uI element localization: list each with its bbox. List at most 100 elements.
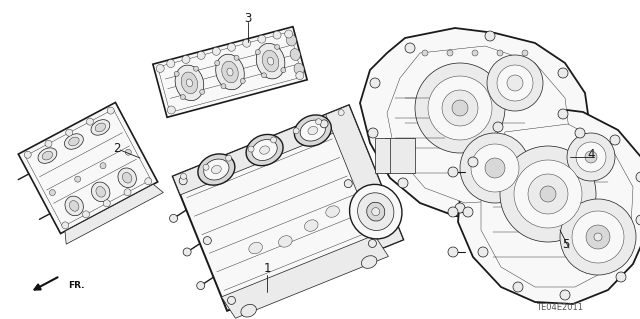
Circle shape: [240, 78, 245, 84]
Circle shape: [472, 50, 478, 56]
Circle shape: [285, 30, 292, 38]
Circle shape: [100, 163, 106, 169]
Ellipse shape: [362, 256, 377, 268]
Ellipse shape: [216, 54, 244, 90]
Circle shape: [196, 282, 205, 290]
Circle shape: [422, 50, 428, 56]
Circle shape: [497, 65, 533, 101]
Circle shape: [145, 178, 152, 185]
Circle shape: [258, 35, 266, 43]
Polygon shape: [458, 107, 640, 304]
Circle shape: [468, 157, 478, 167]
Circle shape: [320, 120, 328, 128]
Ellipse shape: [252, 140, 277, 160]
Circle shape: [368, 128, 378, 138]
Polygon shape: [375, 138, 390, 173]
Circle shape: [273, 31, 281, 39]
Ellipse shape: [246, 134, 283, 166]
Circle shape: [227, 296, 236, 304]
Circle shape: [203, 164, 209, 170]
Ellipse shape: [372, 208, 380, 216]
Circle shape: [281, 68, 286, 73]
Circle shape: [558, 109, 568, 119]
Circle shape: [271, 137, 276, 143]
Ellipse shape: [305, 220, 318, 231]
Ellipse shape: [175, 65, 204, 100]
Circle shape: [616, 272, 626, 282]
Circle shape: [248, 146, 254, 152]
Circle shape: [460, 133, 530, 203]
Ellipse shape: [227, 68, 233, 76]
Polygon shape: [153, 27, 307, 117]
Circle shape: [124, 189, 131, 196]
Circle shape: [485, 158, 505, 178]
Circle shape: [455, 203, 465, 213]
Circle shape: [448, 207, 458, 217]
Circle shape: [255, 50, 260, 55]
Text: TE04E2011: TE04E2011: [536, 303, 584, 313]
Ellipse shape: [95, 123, 106, 132]
Ellipse shape: [122, 173, 132, 183]
Ellipse shape: [222, 61, 238, 83]
Ellipse shape: [260, 146, 269, 154]
Ellipse shape: [262, 50, 279, 72]
Circle shape: [167, 106, 175, 114]
Circle shape: [86, 118, 93, 125]
Circle shape: [442, 90, 478, 126]
Ellipse shape: [294, 63, 304, 75]
Text: 2: 2: [113, 142, 121, 154]
Ellipse shape: [198, 154, 235, 185]
Circle shape: [24, 151, 31, 158]
Circle shape: [197, 51, 205, 59]
Ellipse shape: [249, 242, 262, 254]
Ellipse shape: [92, 182, 110, 202]
Circle shape: [575, 128, 585, 138]
Ellipse shape: [268, 57, 274, 65]
Circle shape: [45, 140, 52, 147]
Ellipse shape: [96, 187, 106, 197]
Text: 3: 3: [244, 11, 252, 25]
Ellipse shape: [91, 120, 110, 135]
Circle shape: [370, 78, 380, 88]
Ellipse shape: [65, 196, 83, 216]
Ellipse shape: [290, 48, 300, 61]
Ellipse shape: [300, 120, 325, 141]
Polygon shape: [385, 138, 415, 173]
Circle shape: [513, 282, 523, 292]
Circle shape: [610, 135, 620, 145]
Circle shape: [558, 68, 568, 78]
Ellipse shape: [204, 159, 229, 180]
Circle shape: [576, 142, 606, 172]
Polygon shape: [65, 184, 163, 244]
Ellipse shape: [65, 134, 83, 149]
Circle shape: [540, 186, 556, 202]
Circle shape: [448, 247, 458, 257]
Text: 4: 4: [588, 149, 595, 161]
Circle shape: [344, 180, 352, 188]
Polygon shape: [173, 105, 356, 195]
Ellipse shape: [278, 236, 292, 247]
Polygon shape: [326, 105, 403, 249]
Circle shape: [243, 39, 251, 47]
Circle shape: [485, 31, 495, 41]
Circle shape: [452, 100, 468, 116]
Circle shape: [316, 119, 322, 125]
Circle shape: [487, 55, 543, 111]
Ellipse shape: [211, 165, 221, 174]
Circle shape: [180, 173, 186, 179]
Circle shape: [369, 240, 376, 248]
Polygon shape: [221, 235, 388, 318]
Circle shape: [204, 237, 211, 245]
Circle shape: [560, 290, 570, 300]
Circle shape: [567, 133, 615, 181]
Text: 5: 5: [563, 239, 570, 251]
Text: FR.: FR.: [68, 280, 84, 290]
Circle shape: [75, 176, 81, 182]
Circle shape: [193, 66, 198, 71]
Circle shape: [182, 56, 190, 63]
Circle shape: [296, 71, 304, 79]
Circle shape: [497, 50, 503, 56]
Ellipse shape: [68, 137, 79, 146]
Ellipse shape: [241, 304, 257, 317]
Circle shape: [493, 122, 503, 132]
